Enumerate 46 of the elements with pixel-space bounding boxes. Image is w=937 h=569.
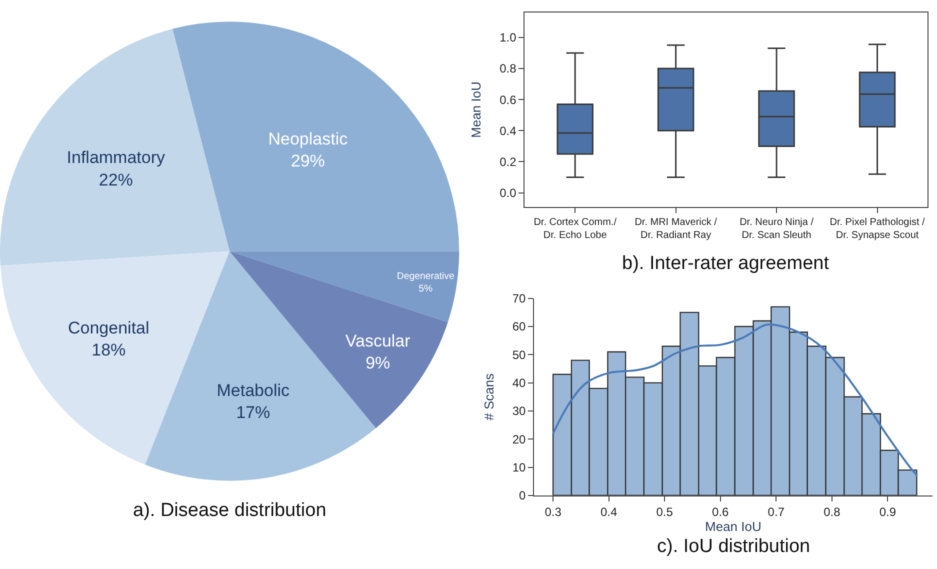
text: b). Inter-rater agreement (622, 253, 830, 274)
y-tick-label: 40 (512, 376, 526, 390)
data-label: 29% (290, 151, 325, 170)
x-tick-label: 0.5 (656, 504, 674, 519)
data-label: 17% (236, 403, 270, 422)
text: a). Disease distribution (133, 500, 326, 521)
y-tick-label: 30 (512, 404, 526, 418)
slice-label: Degenerative (396, 271, 454, 282)
y-tick-label: 0.8 (500, 62, 517, 76)
x-axis-title: Mean IoU (705, 518, 762, 534)
y-tick-label: 20 (512, 432, 526, 446)
data-label: 18% (92, 340, 126, 360)
slice-label: Congenital (68, 318, 150, 338)
slice-label: Vascular (345, 332, 411, 351)
data-label: 5% (418, 284, 434, 295)
y-tick-label: 70 (512, 292, 526, 306)
x-tick-label: Dr. Cortex Comm./ Dr. Echo Lobe (534, 216, 617, 241)
data-label: 9% (366, 354, 390, 373)
text: c). IoU distribution (657, 536, 810, 557)
x-tick-label: 0.6 (712, 504, 730, 519)
y-tick-label: 0.6 (500, 92, 517, 107)
y-tick-label: 50 (512, 348, 526, 362)
x-tick-label: 0.7 (768, 504, 785, 519)
x-tick-label: 0.9 (879, 504, 896, 519)
y-axis-title: # Scans (481, 372, 496, 420)
y-tick-label: 10 (512, 460, 526, 474)
x-tick-label: Dr. Pixel Pathologist / Dr. Synapse Scout (830, 216, 926, 241)
pie-slice (0, 28, 230, 266)
y-tick-label: 1.0 (500, 30, 517, 45)
data-label: 22% (98, 170, 133, 190)
y-tick-label: 0 (519, 488, 526, 503)
x-tick-label: 0.8 (824, 504, 841, 519)
slice-label: Neoplastic (268, 129, 348, 148)
x-tick-label: 0.4 (600, 504, 618, 519)
x-tick-label: Dr. MRI Maverick / Dr. Radiant Ray (634, 216, 718, 241)
y-tick-label: 0.2 (500, 154, 517, 169)
slice-label: Inflammatory (66, 148, 166, 168)
pie-slice (172, 22, 460, 252)
y-tick-label: 60 (512, 320, 526, 334)
pie-slice (230, 251, 460, 322)
y-tick-label: 0.0 (500, 186, 517, 200)
y-tick-label: 0.4 (500, 124, 517, 138)
y-axis-title: Mean IoU (468, 81, 484, 138)
x-tick-label: Dr. Neuro Ninja / Dr. Scan Sleuth (740, 216, 814, 241)
x-tick-label: 0.3 (544, 504, 562, 519)
slice-label: Metabolic (216, 380, 290, 400)
